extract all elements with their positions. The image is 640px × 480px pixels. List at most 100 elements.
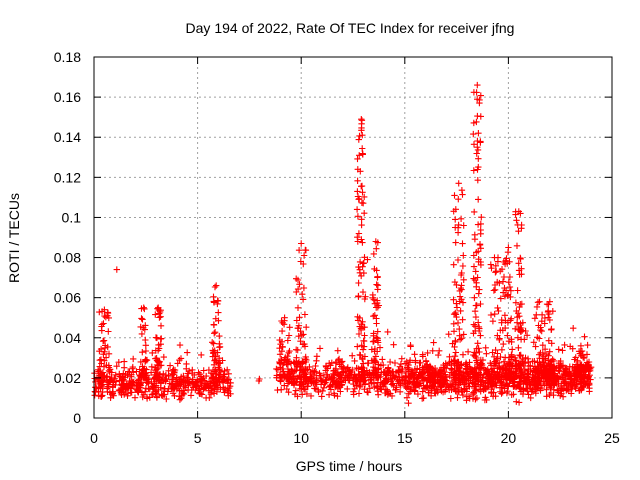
data-point: [319, 387, 326, 395]
data-point: [158, 335, 165, 342]
data-point: [171, 366, 179, 374]
y-axis-label: ROTI / TECUs: [6, 193, 22, 283]
data-point: [500, 340, 507, 348]
data-point: [419, 367, 426, 375]
data-point: [350, 374, 357, 381]
data-point: [541, 346, 549, 353]
data-point: [152, 311, 159, 318]
data-point: [152, 383, 160, 391]
data-point: [411, 366, 419, 373]
data-point: [526, 380, 533, 387]
data-point: [492, 393, 499, 400]
data-point: [465, 393, 473, 400]
data-point: [361, 193, 368, 201]
data-point: [284, 353, 291, 360]
data-point: [133, 382, 140, 390]
data-point: [137, 323, 144, 331]
data-point: [502, 257, 509, 264]
data-point: [354, 155, 361, 163]
data-point: [155, 374, 163, 382]
data-point: [406, 379, 413, 386]
data-point: [280, 368, 287, 375]
data-point: [513, 319, 521, 326]
data-point: [361, 295, 368, 303]
data-point: [429, 347, 436, 354]
data-point: [419, 353, 426, 360]
data-point: [502, 366, 510, 373]
data-point: [471, 231, 478, 238]
data-point: [560, 367, 567, 375]
data-point: [584, 341, 591, 349]
data-point: [176, 387, 183, 394]
data-point: [478, 214, 485, 221]
data-point: [523, 332, 531, 339]
data-point: [414, 381, 421, 389]
data-point: [212, 315, 219, 322]
data-point: [522, 354, 529, 361]
data-point: [153, 334, 161, 342]
data-point: [299, 291, 306, 298]
data-point: [495, 307, 502, 315]
data-point: [157, 322, 165, 329]
y-tick-label: 0.18: [54, 49, 81, 65]
data-point: [539, 355, 546, 362]
data-point: [346, 368, 353, 375]
data-point: [146, 394, 153, 401]
data-point: [532, 374, 539, 381]
data-point: [295, 333, 302, 340]
grid-layer: [94, 57, 612, 418]
data-point: [583, 359, 591, 366]
data-point: [421, 363, 428, 370]
data-point: [454, 384, 462, 392]
data-point: [280, 321, 288, 328]
data-point: [586, 388, 593, 395]
data-point: [459, 351, 467, 358]
data-point: [130, 355, 137, 363]
data-point: [581, 373, 589, 381]
data-point: [474, 378, 482, 385]
data-point: [513, 242, 521, 249]
data-point: [511, 373, 519, 380]
data-point: [197, 373, 205, 380]
data-point: [217, 386, 224, 393]
data-point: [451, 353, 459, 360]
data-point: [459, 316, 466, 323]
data-point: [460, 331, 467, 338]
data-point: [520, 378, 528, 385]
x-tick-label: 5: [194, 430, 202, 446]
data-point: [371, 383, 378, 391]
data-point: [360, 260, 367, 267]
data-point: [452, 311, 460, 318]
data-point: [505, 244, 512, 251]
data-point: [318, 378, 326, 385]
data-point: [390, 382, 397, 389]
data-point: [567, 383, 574, 391]
data-point: [491, 310, 498, 318]
data-point: [142, 358, 149, 365]
data-point: [357, 382, 364, 389]
data-point: [445, 331, 452, 338]
data-point: [405, 361, 412, 369]
data-point: [279, 343, 286, 351]
data-point: [387, 378, 395, 385]
data-point: [459, 378, 466, 386]
data-point: [307, 376, 314, 384]
data-point: [204, 381, 211, 389]
data-point: [482, 366, 489, 374]
y-tick-label: 0.04: [54, 330, 81, 346]
data-point: [312, 369, 320, 376]
data-point: [456, 293, 464, 300]
data-point: [96, 380, 103, 388]
data-point: [173, 374, 180, 381]
data-point: [398, 368, 406, 375]
data-point: [474, 274, 481, 281]
data-point: [284, 337, 291, 344]
data-point: [371, 348, 378, 355]
data-point: [473, 354, 480, 362]
data-point: [198, 391, 206, 398]
data-point: [537, 326, 544, 334]
data-point: [303, 324, 310, 331]
data-point: [142, 322, 149, 329]
data-point: [278, 338, 286, 345]
data-point: [150, 375, 157, 383]
